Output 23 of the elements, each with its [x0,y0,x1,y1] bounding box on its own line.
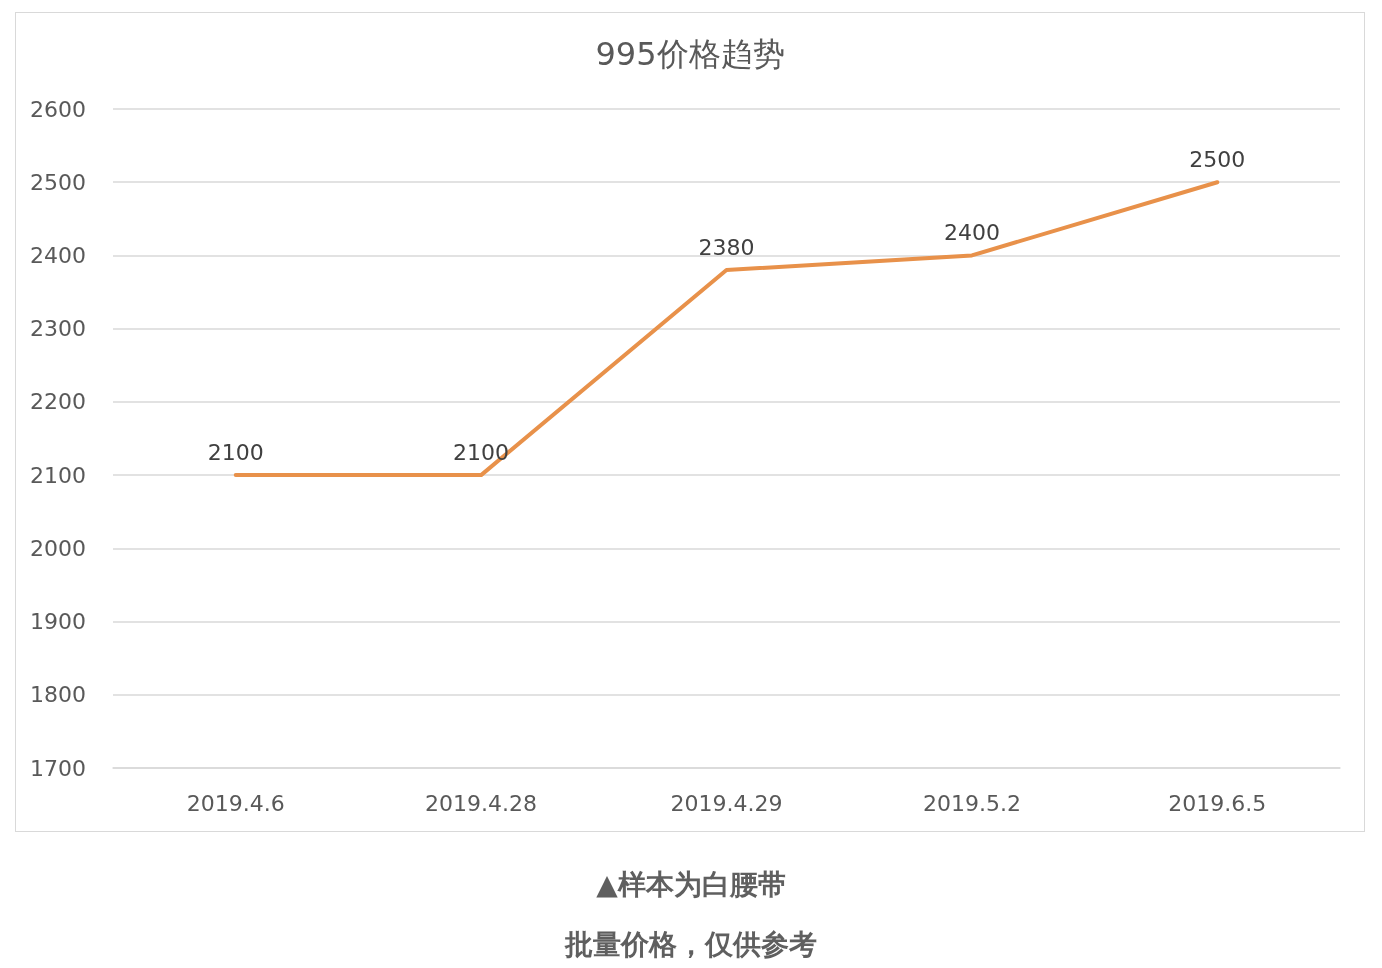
y-tick-label: 2300 [30,316,86,342]
y-tick-label: 1800 [30,682,86,708]
y-tick-label: 2600 [30,96,86,122]
x-tick-label: 2019.4.6 [186,790,285,816]
x-tick-label: 2019.4.28 [425,790,538,816]
y-tick-label: 1900 [30,609,86,635]
text: ▲样本为白腰带 [595,867,787,903]
data-label: 2100 [453,439,510,465]
data-label: 2400 [943,219,1000,245]
y-tick-label: 2400 [30,242,86,268]
data-label: 2380 [698,234,755,260]
data-label: 2500 [1189,146,1246,172]
x-tick-label: 2019.5.2 [922,790,1021,816]
y-tick-label: 2100 [30,462,86,488]
x-tick-label: 2019.4.29 [670,790,783,816]
y-tick-label: 1700 [30,755,86,781]
y-tick-label: 2500 [30,169,86,195]
data-label: 2100 [207,439,264,465]
chart-title: 995价格趋势 [595,35,785,73]
y-tick-label: 2200 [30,389,86,415]
text: 批量价格，仅供参考 [563,927,818,963]
y-tick-label: 2000 [30,535,86,561]
x-tick-label: 2019.6.5 [1168,790,1267,816]
